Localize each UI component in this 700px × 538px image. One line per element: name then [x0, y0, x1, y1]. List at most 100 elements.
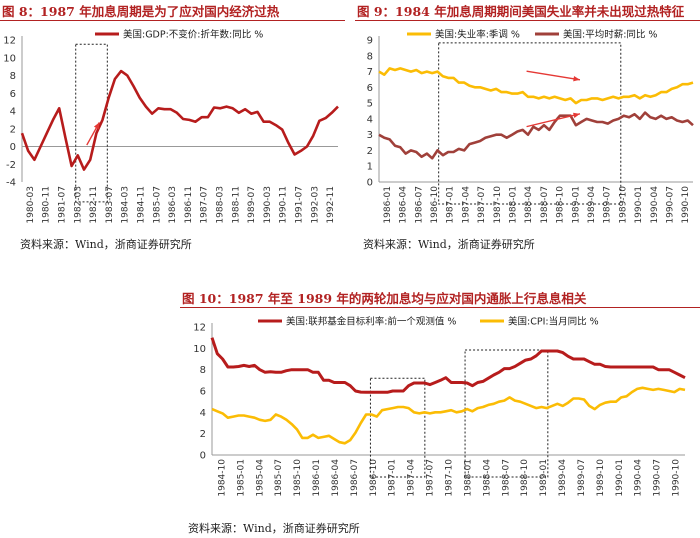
x-tick-label: 1982-11	[89, 186, 99, 224]
x-tick-label: 1990-03	[263, 186, 273, 224]
figure-10: 图 10：1987 年至 1989 年的两轮加息均与应对国内通胀上行息息相关 0…	[180, 287, 700, 538]
x-tick-label: 1989-01	[539, 459, 549, 497]
x-tick-label: 1980-03	[26, 186, 36, 224]
legend-label-1: 美国:平均时薪:同比 %	[563, 29, 657, 41]
x-tick-label: 1988-10	[520, 459, 530, 497]
y-tick-label: -4	[6, 178, 16, 189]
x-tick-label: 1986-10	[430, 186, 440, 224]
y-tick-label: 3	[367, 130, 373, 141]
figure-9-chart: 0 1 2 3 4 5 6 7 8 9 1986-01 1986-04 1986-07 1986-10 19…	[367, 29, 694, 224]
series-line-1	[211, 386, 686, 445]
x-tick-label: 1987-10	[493, 186, 503, 224]
x-tick-label: 1990-10	[672, 459, 682, 497]
x-tick-label: 1985-01	[236, 459, 246, 497]
annotation-arrow	[526, 70, 581, 81]
x-tick-label: 1983-07	[105, 186, 115, 224]
x-tick-label: 1988-03	[216, 186, 226, 224]
figure-9-source: 资料来源：Wind，浙商证券研究所	[363, 238, 535, 251]
annotation-arrow-head	[93, 122, 100, 130]
legend-label-0: 美国:失业率:季调 %	[435, 29, 520, 41]
y-tick-label: 0	[10, 142, 16, 153]
y-tick-label: 7	[367, 67, 373, 78]
y-tick-label: 4	[200, 408, 206, 419]
y-tick-label: 2	[367, 146, 373, 157]
x-tick-label: 1990-01	[634, 186, 644, 224]
x-tick-label: 1981-07	[58, 186, 68, 224]
y-tick-label: 12	[193, 323, 206, 334]
x-tick-label: 1992-03	[310, 186, 320, 224]
x-tick-label: 1992-11	[326, 186, 336, 224]
y-tick-label: 6	[367, 83, 373, 94]
x-tick-label: 1990-04	[650, 186, 660, 224]
y-tick-label: 4	[367, 114, 373, 125]
x-tick-label: 1987-01	[388, 459, 398, 497]
x-tick-label: 1990-07	[653, 459, 663, 497]
x-tick-label: 1989-10	[618, 186, 628, 224]
x-tick-label: 1988-04	[482, 459, 492, 497]
y-tick-label: 9	[367, 36, 373, 47]
x-tick-label: 1987-04	[461, 186, 471, 224]
annotation-arrow-head	[573, 76, 580, 82]
legend-label-0: 美国:GDP:不变价:折年数:同比 %	[123, 29, 263, 41]
x-tick-label: 1986-01	[383, 186, 393, 224]
x-tick-label: 1985-04	[255, 459, 265, 497]
y-tick-label: 8	[200, 365, 206, 376]
figure-10-title-bar: 图 10：1987 年至 1989 年的两轮加息均与应对国内通胀上行息息相关	[180, 287, 700, 308]
x-tick-label: 1987-07	[200, 186, 210, 224]
x-tick-label: 1986-10	[369, 459, 379, 497]
x-tick-label: 1989-10	[596, 459, 606, 497]
x-tick-label: 1991-07	[295, 186, 305, 224]
annotation-arrow-head	[573, 112, 580, 118]
legend-label-1: 美国:CPI:当月同比 %	[508, 316, 599, 328]
x-tick-label: 1988-07	[540, 186, 550, 224]
x-tick-label: 1990-04	[634, 459, 644, 497]
figure-8-title: 图 8：1987 年加息周期是为了应对国内经济过热	[2, 4, 280, 19]
x-tick-label: 1988-11	[231, 186, 241, 224]
y-tick-label: 1	[367, 162, 373, 173]
x-tick-label: 1986-03	[168, 186, 178, 224]
x-tick-label: 1987-04	[407, 459, 417, 497]
x-tick-label: 1984-11	[137, 186, 147, 224]
y-tick-label: 0	[200, 451, 206, 462]
figure-8-chart: -4 -2 0 2 4 6 8 10 12 1980-03 1980-11 1981-07 1982-0…	[3, 29, 339, 224]
legend-label-0: 美国:联邦基金目标利率:前一个观测值 %	[286, 316, 456, 328]
y-tick-label: 0	[367, 178, 373, 189]
x-tick-label: 1989-01	[571, 186, 581, 224]
y-tick-label: 8	[367, 51, 373, 62]
y-tick-label: 2	[10, 124, 16, 135]
figure-8-source: 资料来源：Wind，浙商证券研究所	[20, 238, 192, 251]
x-tick-label: 1986-04	[399, 186, 409, 224]
y-tick-label: 6	[10, 89, 16, 100]
figure-9: 图 9：1984 年加息周期期间美国失业率并未出现过热特征 0 1 2 3 4 5 6 7 8 9…	[355, 0, 700, 260]
x-tick-label: 1986-11	[184, 186, 194, 224]
x-tick-label: 1989-04	[587, 186, 597, 224]
y-tick-label: 5	[367, 99, 373, 110]
figure-10-title: 图 10：1987 年至 1989 年的两轮加息均与应对国内通胀上行息息相关	[182, 291, 587, 306]
x-tick-label: 1986-04	[331, 459, 341, 497]
x-tick-label: 1990-11	[279, 186, 289, 224]
x-tick-label: 1989-04	[558, 459, 568, 497]
y-tick-label: 10	[3, 53, 16, 64]
x-tick-label: 1988-01	[463, 459, 473, 497]
x-tick-label: 1984-03	[121, 186, 131, 224]
figure-8-title-bar: 图 8：1987 年加息周期是为了应对国内经济过热	[0, 0, 345, 21]
x-tick-label: 1988-04	[524, 186, 534, 224]
y-tick-label: 10	[193, 344, 206, 355]
x-tick-label: 1985-10	[293, 459, 303, 497]
series-line-0	[378, 67, 694, 105]
y-tick-label: 8	[10, 71, 16, 82]
x-tick-label: 1990-07	[665, 186, 675, 224]
annotation-dashed-box	[438, 42, 622, 205]
y-tick-label: 4	[10, 107, 16, 118]
x-tick-label: 1990-10	[681, 186, 691, 224]
x-tick-label: 1982-03	[73, 186, 83, 224]
y-tick-label: 6	[200, 387, 206, 398]
figure-9-title-bar: 图 9：1984 年加息周期期间美国失业率并未出现过热特征	[355, 0, 700, 21]
figure-8: 图 8：1987 年加息周期是为了应对国内经济过热 -4 -2 0 2 4 6 8 10 12 1…	[0, 0, 345, 260]
annotation-dashed-box	[369, 377, 426, 478]
x-tick-label: 1989-07	[577, 459, 587, 497]
x-tick-label: 1987-10	[445, 459, 455, 497]
x-tick-label: 1988-10	[556, 186, 566, 224]
series-line-0	[210, 337, 686, 394]
x-tick-label: 1987-07	[477, 186, 487, 224]
